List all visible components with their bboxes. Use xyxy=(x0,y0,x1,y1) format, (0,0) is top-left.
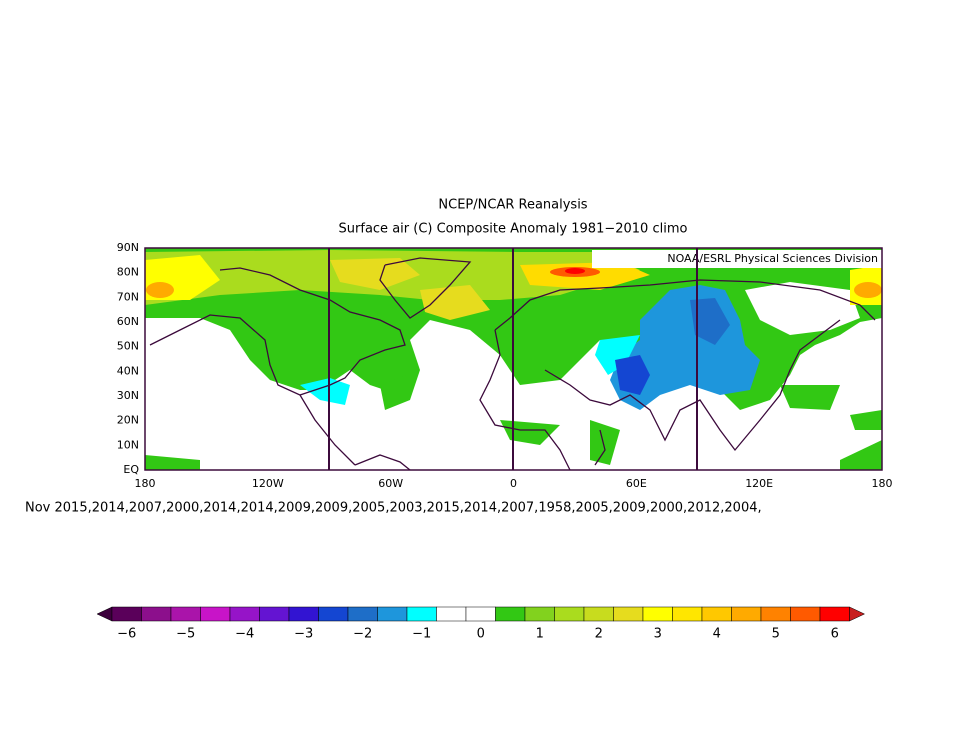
colorbar-label: 6 xyxy=(831,627,839,642)
colorbar-box xyxy=(495,606,526,622)
colorbar-label: −2 xyxy=(353,627,372,642)
colorbar-box xyxy=(318,606,349,622)
colorbar-box xyxy=(259,606,290,622)
colorbar-label: −5 xyxy=(176,627,195,642)
colorbar-high xyxy=(849,606,866,622)
coastline xyxy=(219,267,406,396)
lat-label: EQ xyxy=(123,463,139,476)
coastline xyxy=(379,257,472,319)
colorbar-box xyxy=(377,606,408,622)
lat-label: 20N xyxy=(117,414,139,427)
subtitle: Surface air (C) Composite Anomaly 1981−2… xyxy=(339,222,688,237)
colorbar-box xyxy=(436,606,467,622)
anomaly-field xyxy=(565,268,585,274)
lat-label: 80N xyxy=(117,266,139,279)
coastline xyxy=(594,429,606,466)
credit-box xyxy=(592,250,882,268)
coastline xyxy=(544,319,841,452)
lat-label: 40N xyxy=(117,364,139,377)
lat-label: 50N xyxy=(117,340,139,353)
anomaly-field xyxy=(380,370,420,410)
anomaly-field xyxy=(840,440,882,470)
colorbar-box xyxy=(613,606,644,622)
colorbar-box xyxy=(347,606,378,622)
colorbar-box xyxy=(701,606,732,622)
colorbar-box xyxy=(200,606,231,622)
colorbar-box xyxy=(111,606,142,622)
colorbar-label: −3 xyxy=(294,627,313,642)
colorbar-box xyxy=(229,606,260,622)
colorbar-box xyxy=(731,606,762,622)
colorbar-box xyxy=(672,606,703,622)
anomaly-field xyxy=(854,282,882,298)
lon-label: 60E xyxy=(626,477,647,490)
lon-label: 120E xyxy=(745,477,773,490)
colorbar-label: 1 xyxy=(536,627,544,642)
colorbar-box xyxy=(790,606,821,622)
anomaly-field xyxy=(595,335,640,375)
lat-label: 70N xyxy=(117,290,139,303)
anomaly-field xyxy=(146,282,174,298)
colorbar-label: −6 xyxy=(117,627,136,642)
colorbar-box xyxy=(642,606,673,622)
anomaly-field xyxy=(145,455,200,470)
colorbar-box xyxy=(554,606,585,622)
lat-label: 10N xyxy=(117,438,139,451)
anomaly-field xyxy=(780,385,840,410)
colorbar-low xyxy=(96,606,113,622)
colorbar-label: 0 xyxy=(477,627,485,642)
colorbar-box xyxy=(583,606,614,622)
coastline xyxy=(354,454,411,471)
lon-label: 0 xyxy=(510,477,517,490)
colorbar-box xyxy=(524,606,555,622)
colorbar-box xyxy=(819,606,850,622)
credit: NOAA/ESRL Physical Sciences Division xyxy=(667,252,878,265)
lon-label: 120W xyxy=(252,477,284,490)
caption: Nov 2015,2014,2007,2000,2014,2014,2009,2… xyxy=(25,501,762,516)
coastline xyxy=(479,329,571,471)
colorbar-box xyxy=(170,606,201,622)
anomaly-field xyxy=(690,298,730,345)
colorbar-label: 5 xyxy=(772,627,780,642)
coastline xyxy=(149,314,356,466)
colorbar-box xyxy=(141,606,172,622)
map: NOAA/ESRL Physical Sciences Division xyxy=(144,247,883,471)
anomaly-field xyxy=(420,285,490,320)
lat-label: 90N xyxy=(117,241,139,254)
anomaly-field xyxy=(590,420,620,465)
colorbar-label: 4 xyxy=(713,627,721,642)
lon-label: 180 xyxy=(135,477,156,490)
title: NCEP/NCAR Reanalysis xyxy=(438,198,587,213)
map-frame xyxy=(144,247,883,471)
colorbar-label: 3 xyxy=(654,627,662,642)
anomaly-field xyxy=(850,410,882,430)
anomaly-field xyxy=(745,282,860,335)
coastline xyxy=(494,279,876,331)
lat-label: 60N xyxy=(117,315,139,328)
colorbar-label: −4 xyxy=(235,627,254,642)
lon-label: 60W xyxy=(378,477,403,490)
colorbar-box xyxy=(465,606,496,622)
lat-label: 30N xyxy=(117,389,139,402)
colorbar-box xyxy=(406,606,437,622)
anomaly-field xyxy=(330,258,420,290)
anomaly-field xyxy=(500,420,560,445)
colorbar-label: −1 xyxy=(412,627,431,642)
anomaly-field xyxy=(615,355,650,395)
lon-label: 180 xyxy=(872,477,893,490)
anomaly-field xyxy=(300,378,350,405)
colorbar-box xyxy=(288,606,319,622)
colorbar-box xyxy=(760,606,791,622)
colorbar-label: 2 xyxy=(595,627,603,642)
